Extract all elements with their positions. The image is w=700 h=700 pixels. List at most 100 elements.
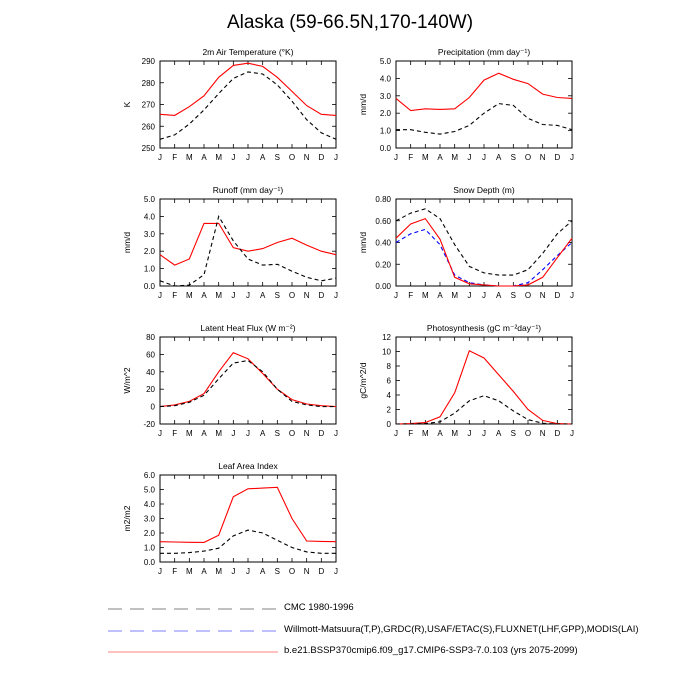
series-line xyxy=(160,529,336,554)
x-tick-label: J xyxy=(570,429,574,438)
x-tick-label: D xyxy=(554,153,560,162)
x-tick-label: D xyxy=(554,291,560,300)
y-tick-label: 4.0 xyxy=(144,212,156,221)
x-tick-label: J xyxy=(158,291,162,300)
series-line xyxy=(395,350,573,425)
x-tick-label: M xyxy=(215,153,222,162)
y-axis-label: gC/m^2/d xyxy=(358,362,368,398)
y-axis-label: mm/d xyxy=(358,94,368,116)
y-tick-label: 0.80 xyxy=(375,195,391,204)
x-tick-label: M xyxy=(451,153,458,162)
plot-frame xyxy=(395,336,573,425)
series-line xyxy=(395,228,573,287)
x-tick-label: N xyxy=(304,429,310,438)
series-line xyxy=(395,208,573,276)
plot-frame xyxy=(159,198,337,287)
x-tick-label: M xyxy=(215,429,222,438)
x-tick-label: A xyxy=(437,429,443,438)
x-tick-label: F xyxy=(408,429,413,438)
y-tick-label: 0 xyxy=(387,420,392,429)
y-tick-label: 5.0 xyxy=(144,486,156,495)
y-axis-label: mm/d xyxy=(358,232,368,254)
x-tick-label: O xyxy=(525,291,531,300)
x-tick-label: J xyxy=(246,567,250,576)
series-line xyxy=(396,395,572,425)
chart-panel-1: 2m Air Temperature (°K) K 250 260 270 280 290 J… xyxy=(122,47,338,162)
x-tick-label: A xyxy=(260,567,266,576)
x-tick-label: S xyxy=(275,429,280,438)
y-tick-label: 8 xyxy=(387,362,392,371)
x-tick-label: M xyxy=(451,429,458,438)
x-tick-label: M xyxy=(186,291,193,300)
x-tick-label: J xyxy=(334,429,338,438)
x-tick-label: J xyxy=(467,291,471,300)
chart-panel-6: Photosynthesis (gC m⁻²day⁻¹) gC/m^2/d 0 2 4 6… xyxy=(358,323,574,438)
x-tick-label: F xyxy=(172,153,177,162)
y-axis-label: m2/m2 xyxy=(122,505,132,531)
series-line xyxy=(159,71,337,140)
y-tick-label: 3.0 xyxy=(380,92,392,101)
x-tick-label: S xyxy=(511,429,516,438)
chart-panel-4: Snow Depth (m) mm/d 0.00 0.20 0.40 0.60 0.80 J F… xyxy=(358,185,574,300)
x-tick-label: J xyxy=(394,429,398,438)
y-axis-label: mm/d xyxy=(122,232,132,254)
legend-label-observations: Willmott-Matsuura(T,P),GRDC(R),USAF/ETAC… xyxy=(284,624,639,635)
x-tick-label: A xyxy=(260,429,266,438)
x-tick-label: J xyxy=(482,153,486,162)
series-line xyxy=(159,352,337,408)
chart-title: Snow Depth (m) xyxy=(453,185,515,195)
x-tick-label: J xyxy=(158,429,162,438)
x-tick-label: J xyxy=(394,153,398,162)
chart-title: Precipitation (mm day⁻¹) xyxy=(438,47,531,57)
y-tick-label: 60 xyxy=(146,350,155,359)
legend-swatch-cmc xyxy=(108,608,278,610)
x-tick-label: J xyxy=(334,291,338,300)
x-tick-label: A xyxy=(437,153,443,162)
x-tick-label: O xyxy=(289,153,295,162)
plot-frame xyxy=(159,336,337,425)
x-tick-label: J xyxy=(482,291,486,300)
x-tick-label: N xyxy=(304,291,310,300)
x-tick-label: O xyxy=(525,429,531,438)
y-tick-label: 6 xyxy=(387,377,392,386)
y-tick-label: 0.40 xyxy=(375,239,391,248)
y-tick-label: 260 xyxy=(142,122,156,131)
y-tick-label: 270 xyxy=(142,101,156,110)
x-tick-label: N xyxy=(540,429,546,438)
x-tick-label: J xyxy=(467,429,471,438)
chart-title: Photosynthesis (gC m⁻²day⁻¹) xyxy=(427,323,541,333)
x-tick-label: D xyxy=(318,567,324,576)
x-tick-label: J xyxy=(246,153,250,162)
x-tick-label: A xyxy=(437,291,443,300)
y-tick-label: 5.0 xyxy=(380,57,392,66)
x-tick-label: A xyxy=(201,567,207,576)
x-tick-label: S xyxy=(275,567,280,576)
x-tick-label: J xyxy=(231,567,235,576)
x-tick-label: J xyxy=(158,567,162,576)
y-tick-label: 0.0 xyxy=(144,282,156,291)
x-tick-label: D xyxy=(318,429,324,438)
y-tick-label: 3.0 xyxy=(144,230,156,239)
chart-panel-3: Runoff (mm day⁻¹) mm/d 0.0 1.0 2.0 3.0 4.0 5.0 J… xyxy=(122,185,338,300)
y-tick-label: 4.0 xyxy=(380,74,392,83)
x-tick-label: N xyxy=(304,567,310,576)
legend-label-model: b.e21.BSSP370cmip6.f09_g17.CMIP6-SSP3-7.… xyxy=(284,645,578,656)
y-tick-label: 2 xyxy=(387,406,392,415)
x-tick-label: M xyxy=(451,291,458,300)
chart-title: Latent Heat Flux (W m⁻²) xyxy=(200,323,295,333)
chart-panel-5: Latent Heat Flux (W m⁻²) W/m^2 -20 0 20 40 60 8… xyxy=(122,323,338,438)
x-tick-label: A xyxy=(260,153,266,162)
x-tick-label: A xyxy=(496,153,502,162)
series-line xyxy=(396,103,573,135)
x-tick-label: J xyxy=(246,429,250,438)
x-tick-label: M xyxy=(422,153,429,162)
y-tick-label: 80 xyxy=(146,333,155,342)
y-tick-label: 0 xyxy=(151,403,156,412)
series-line xyxy=(395,72,573,112)
series-line xyxy=(159,222,337,266)
y-tick-label: 5.0 xyxy=(144,195,156,204)
x-tick-label: M xyxy=(186,567,193,576)
y-tick-label: 250 xyxy=(142,144,156,153)
y-tick-label: -20 xyxy=(143,420,155,429)
